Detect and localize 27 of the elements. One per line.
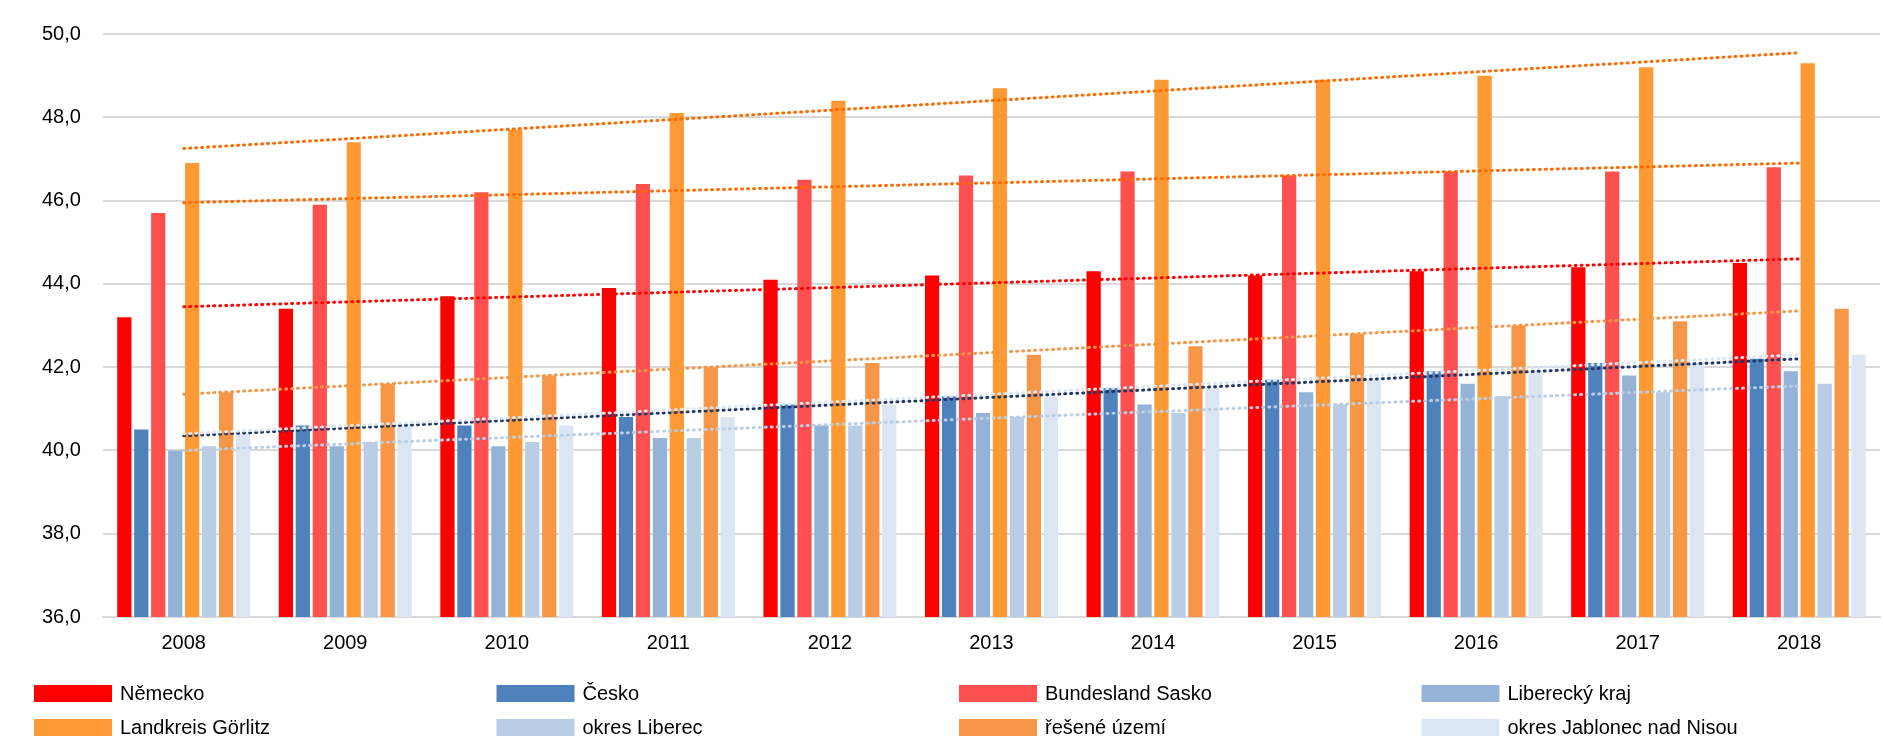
y-tick-label: 46,0 xyxy=(41,188,81,211)
legend-label: Německo xyxy=(120,681,205,704)
y-tick-label: 48,0 xyxy=(41,104,81,127)
legend-label: okres Liberec xyxy=(582,715,703,738)
y-tick-label: 42,0 xyxy=(41,354,81,377)
x-tick-label: 2010 xyxy=(484,630,530,653)
y-tick-label: 40,0 xyxy=(41,437,81,460)
x-tick-label: 2015 xyxy=(1292,630,1337,653)
x-tick-label: 2008 xyxy=(161,630,206,653)
legend-label: Landkreis Görlitz xyxy=(120,715,271,738)
x-tick-label: 2017 xyxy=(1615,630,1660,653)
y-tick-label: 36,0 xyxy=(41,604,81,627)
y-tick-label: 50,0 xyxy=(41,21,81,44)
x-tick-label: 2009 xyxy=(323,630,368,653)
legend-label: řešené území xyxy=(1045,715,1167,738)
y-tick-label: 44,0 xyxy=(41,271,81,294)
legend-label: Liberecký kraj xyxy=(1507,681,1631,704)
legend-label: okres Jablonec nad Nisou xyxy=(1507,715,1738,738)
legend-label: Bundesland Sasko xyxy=(1045,681,1212,704)
x-tick-label: 2016 xyxy=(1453,630,1499,653)
x-tick-label: 2013 xyxy=(969,630,1014,653)
x-tick-label: 2011 xyxy=(646,630,690,653)
y-tick-label: 38,0 xyxy=(41,521,81,544)
x-tick-label: 2018 xyxy=(1776,630,1822,653)
x-tick-label: 2012 xyxy=(807,630,853,653)
legend-label: Česko xyxy=(582,681,640,704)
x-tick-label: 2014 xyxy=(1130,630,1176,653)
